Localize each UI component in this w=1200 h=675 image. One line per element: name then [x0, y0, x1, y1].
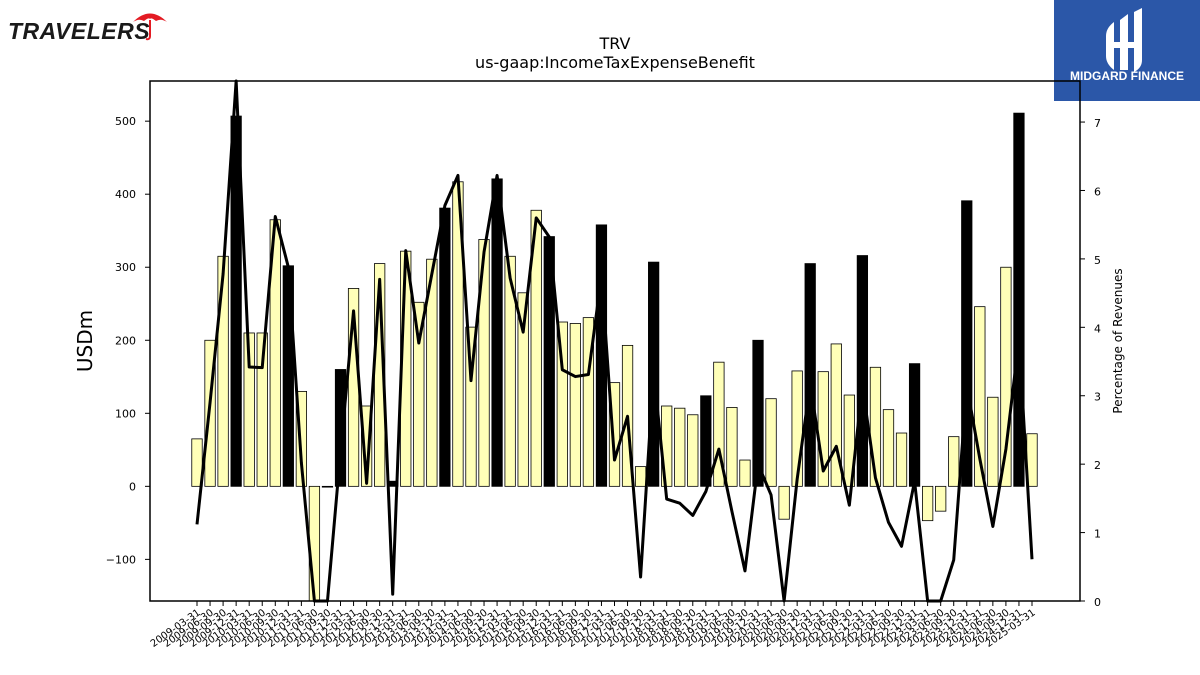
y-tick-label: 100 — [115, 407, 136, 420]
bar-2019-06-30 — [726, 407, 738, 487]
bar-2022-12-31 — [908, 363, 921, 487]
bar-2010-12-31 — [282, 265, 294, 487]
bar-2019-03-31 — [713, 361, 725, 487]
bar-2020-12-31 — [804, 263, 816, 487]
bar-2024-06-30 — [987, 396, 999, 487]
bar-2009-09-30 — [217, 255, 229, 487]
bar-2024-09-30 — [1000, 266, 1012, 487]
bar-2011-06-30 — [308, 485, 321, 602]
bar-2009-12-31 — [230, 115, 242, 487]
umbrella-icon — [133, 13, 167, 41]
y-axis-right: 0 1 2 3 4 5 6 7 — [1080, 117, 1101, 609]
y-tick-label: 0 — [129, 480, 136, 493]
bar-2023-03-31 — [922, 485, 934, 522]
bar-2024-12-31 — [1013, 112, 1025, 487]
bar-2022-06-30 — [882, 409, 895, 487]
bar-2014-12-31 — [491, 178, 503, 487]
bar-2022-03-31 — [869, 366, 882, 487]
y2-tick-label: 7 — [1094, 117, 1101, 130]
y2-tick-label: 0 — [1094, 596, 1101, 609]
bar-2018-06-30 — [674, 407, 686, 487]
bar-2011-12-31 — [334, 369, 347, 487]
bar-2018-12-31 — [700, 395, 712, 487]
y-axis-label: USDm — [73, 310, 97, 372]
chart-title: TRV — [599, 34, 631, 53]
y-tick-label: 300 — [115, 261, 136, 274]
bar-2021-09-30 — [843, 394, 855, 487]
y2-axis-label: Percentage of Revenues — [1111, 268, 1125, 413]
midgard-icon — [1106, 8, 1142, 72]
bar-series — [191, 112, 1038, 602]
bar-2022-09-30 — [895, 432, 908, 487]
bar-2023-12-31 — [961, 200, 973, 487]
bar-2021-06-30 — [830, 343, 842, 487]
bar-2017-09-30 — [634, 466, 647, 487]
bar-2016-09-30 — [582, 317, 595, 487]
y2-tick-label: 5 — [1094, 254, 1101, 267]
y2-tick-label: 4 — [1094, 322, 1101, 335]
bar-2012-06-30 — [360, 405, 373, 487]
bar-2016-12-31 — [595, 224, 608, 487]
bar-2010-03-31 — [243, 332, 255, 487]
bar-2020-06-30 — [778, 485, 790, 520]
bar-2023-06-30 — [935, 485, 947, 512]
x-axis: 2009-03-312009-06-302009-09-302009-12-31… — [149, 601, 1038, 650]
bar-2011-03-31 — [295, 390, 308, 487]
bar-2023-09-30 — [948, 436, 960, 487]
bar-2019-09-30 — [739, 459, 751, 487]
y2-tick-label: 2 — [1094, 459, 1101, 472]
bar-2024-03-31 — [974, 306, 986, 487]
bar-2013-06-30 — [413, 301, 425, 487]
y2-tick-label: 3 — [1094, 391, 1101, 404]
bar-2013-12-31 — [439, 207, 451, 487]
y-axis-left: −100 0 100 200 300 400 500 — [106, 115, 150, 566]
bar-2013-09-30 — [426, 258, 438, 487]
bar-2015-03-31 — [504, 255, 516, 487]
bar-2019-12-31 — [752, 339, 764, 487]
y-tick-label: 400 — [115, 188, 136, 201]
travelers-logo-text: TRAVELERS — [8, 18, 150, 44]
midgard-finance-logo: MIDGARD FINANCE — [1054, 0, 1200, 101]
y2-tick-label: 6 — [1094, 185, 1101, 198]
bar-2018-09-30 — [687, 414, 699, 487]
y2-tick-label: 1 — [1094, 528, 1101, 541]
bar-2021-12-31 — [856, 255, 869, 487]
travelers-logo: TRAVELERS — [6, 6, 176, 46]
bar-2015-06-30 — [517, 292, 529, 487]
y-tick-label: 500 — [115, 115, 136, 128]
midgard-logo-text: MIDGARD FINANCE — [1070, 69, 1184, 83]
bar-2016-06-30 — [569, 323, 581, 487]
bar-2014-06-30 — [465, 326, 477, 487]
bar-2020-03-31 — [765, 398, 777, 487]
bar-2016-03-31 — [556, 321, 568, 487]
bar-2017-03-31 — [608, 382, 621, 487]
y-tick-label: 200 — [115, 334, 136, 347]
bar-2014-09-30 — [478, 239, 490, 487]
bar-2011-09-30 — [321, 485, 334, 488]
y-tick-label: −100 — [106, 553, 136, 566]
bar-2015-09-30 — [530, 209, 542, 487]
bar-2010-06-30 — [256, 332, 268, 487]
chart-subtitle: us-gaap:IncomeTaxExpenseBenefit — [475, 53, 755, 72]
ratio-line — [195, 79, 1034, 603]
